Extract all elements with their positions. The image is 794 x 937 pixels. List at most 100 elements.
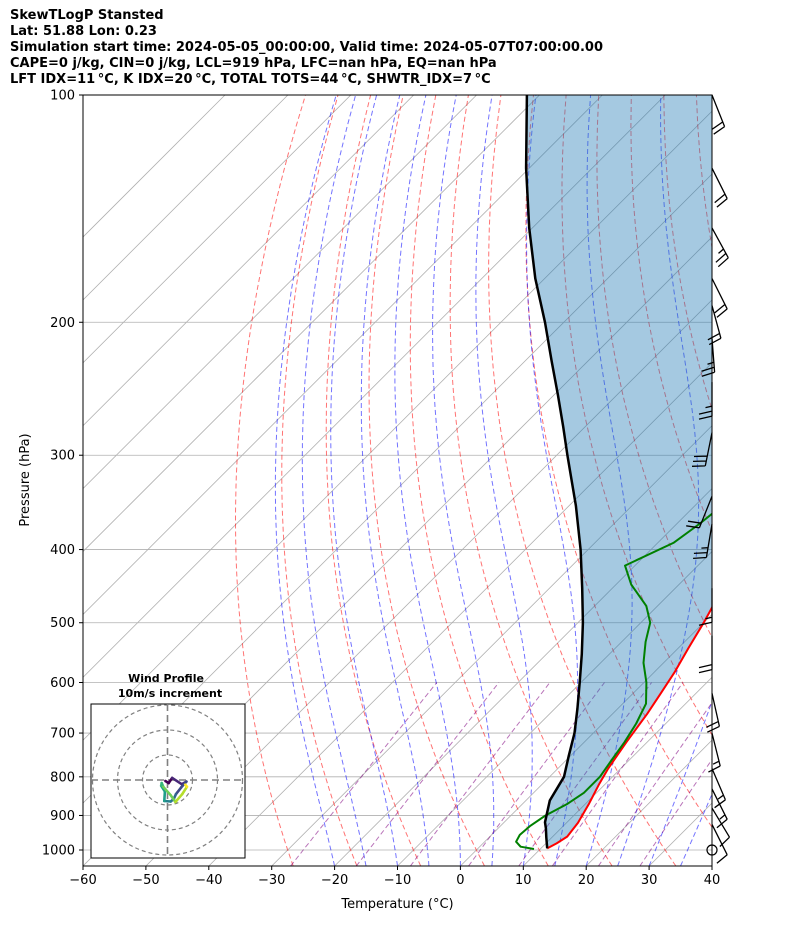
isotherm-line [208, 362, 712, 866]
wind-barb [711, 94, 726, 135]
wind-barb [698, 588, 713, 626]
hodograph-segment [162, 785, 172, 797]
isotherm-line [83, 95, 477, 490]
dry-adiabat [281, 95, 358, 866]
x-axis: Temperature (°C) −60 −50 −40 −30 −20 −10 0 10 20… [69, 866, 720, 912]
isotherm-line [145, 299, 712, 866]
dry-adiabat [729, 95, 794, 866]
mixing-ratio-line [290, 682, 438, 866]
x-tick-label: 10 [515, 873, 532, 888]
x-tick-label: −20 [321, 873, 348, 888]
moist-adiabat [475, 95, 533, 866]
hodograph-plot [91, 704, 245, 858]
wind-barb-calm [706, 844, 718, 856]
hodograph-segment [180, 785, 189, 796]
isotherm-line [334, 488, 712, 866]
moist-adiabat [301, 95, 367, 866]
isotherm-line [523, 676, 712, 866]
hodograph-segment [174, 786, 183, 796]
wind-barb [708, 732, 721, 773]
title-location: Lat: 51.88 Lon: 0.23 [10, 24, 157, 39]
dry-adiabat [762, 95, 794, 866]
parcel-line [524, 95, 585, 849]
profile-lines [515, 95, 712, 850]
title-indices-2: LFT IDX=11 °C, K IDX=20 °C, TOTAL TOTS=4… [10, 72, 491, 87]
y-tick-label: 500 [50, 616, 75, 631]
isotherm-line [711, 865, 712, 866]
figure-title: SkewTLogP Stansted Lat: 51.88 Lon: 0.23 … [10, 8, 603, 88]
wind-barb [711, 167, 728, 208]
wind-barb [693, 523, 713, 560]
y-tick-label: 900 [50, 809, 75, 824]
inset-subtitle: 10m/s increment [118, 687, 222, 700]
isotherm-line [83, 95, 352, 364]
x-tick-label: 0 [456, 873, 464, 888]
wind-barb [711, 788, 728, 829]
hodograph-segment [170, 776, 183, 786]
y-tick-label: 100 [50, 89, 75, 104]
mixing-ratio-line [597, 701, 712, 866]
x-tick-label: 30 [641, 873, 658, 888]
y-tick-label: 600 [50, 676, 75, 691]
hodograph-segment [169, 793, 177, 804]
mixing-ratio-line [551, 682, 684, 866]
cin-area [526, 95, 712, 849]
isotherm-line [397, 550, 712, 866]
wind-barb [698, 635, 713, 674]
isotherm-line [271, 425, 712, 866]
wind-barb [707, 305, 722, 346]
wind-barbs [686, 94, 731, 864]
cape-cin-shading [526, 95, 712, 849]
y-tick-label: 200 [50, 316, 75, 331]
wind-barb [711, 807, 731, 847]
title-indices-1: CAPE=0 j/kg, CIN=0 j/kg, LCL=919 hPa, LF… [10, 56, 497, 71]
y-axis-label: Pressure (hPa) [18, 433, 33, 526]
moist-adiabat [432, 95, 495, 866]
isotherm-line [83, 95, 289, 301]
moist-adiabat [617, 95, 700, 866]
x-tick-label: −30 [258, 873, 285, 888]
hodograph-segment [174, 792, 184, 804]
moist-adiabat [585, 95, 633, 866]
moist-adiabat [274, 95, 337, 866]
y-tick-label: 800 [50, 770, 75, 785]
moist-adiabat [648, 699, 712, 866]
dry-adiabat [409, 95, 549, 866]
wind-barb [711, 278, 728, 318]
isotherm-line [83, 95, 414, 427]
title-times: Simulation start time: 2024-05-05_00:00:… [10, 40, 603, 55]
mixing-ratio-line [518, 682, 653, 866]
x-tick-label: −40 [195, 873, 222, 888]
mixing-ratio-line [409, 682, 551, 866]
title-station: SkewTLogP Stansted [10, 8, 164, 23]
x-tick-label: −60 [69, 873, 96, 888]
isotherm-line [83, 95, 603, 615]
moist-adiabat [330, 95, 398, 866]
moist-adiabat [360, 95, 430, 866]
x-tick-label: −10 [384, 873, 411, 888]
dewpoint-line [515, 512, 712, 850]
y-tick-label: 300 [50, 449, 75, 464]
dry-adiabat [525, 95, 712, 828]
hodograph-segment [163, 790, 167, 803]
wind-barb [686, 496, 713, 529]
dry-adiabat [488, 95, 677, 866]
x-tick-label: 20 [578, 873, 595, 888]
dry-adiabat [596, 95, 712, 639]
x-axis-label: Temperature (°C) [340, 897, 453, 912]
moist-adiabat [680, 792, 712, 866]
moist-adiabat [526, 95, 579, 866]
dry-adiabat [561, 95, 712, 736]
inset-title: Wind Profile [128, 672, 204, 685]
isotherm-line [83, 95, 226, 238]
wind-profile-inset: Wind Profile 10m/s increment [90, 672, 246, 859]
wind-barb [698, 382, 713, 420]
wind-barb [701, 338, 716, 377]
isotherm-line [83, 110, 712, 741]
wind-barb [706, 693, 721, 733]
isotherm-line [460, 613, 712, 866]
x-tick-label: −50 [132, 873, 159, 888]
y-axis: Pressure (hPa) 100 200 300 400 500 600 700 800 9… [18, 89, 83, 859]
hodograph-segment [184, 783, 189, 789]
